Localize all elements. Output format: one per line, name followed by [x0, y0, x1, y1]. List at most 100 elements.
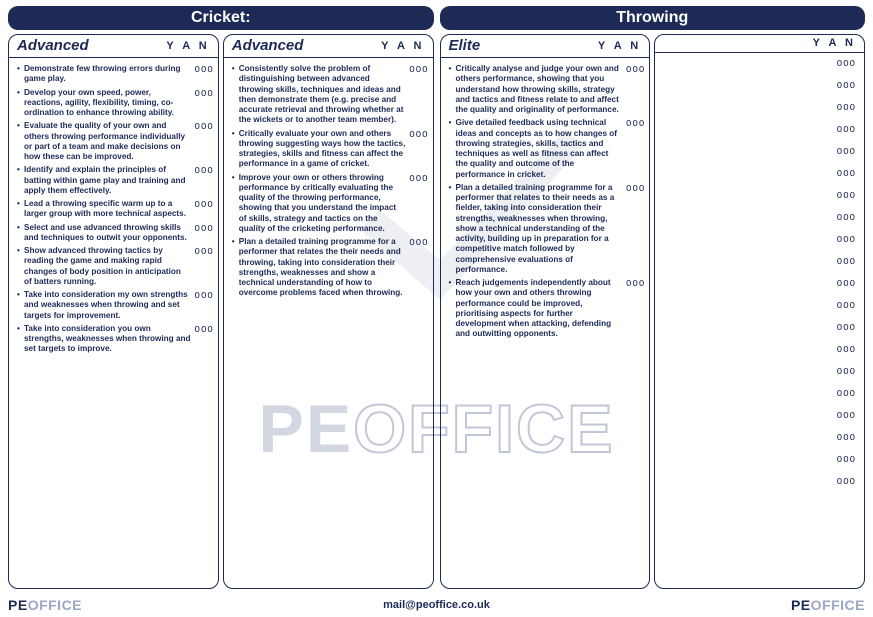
yan-checkboxes[interactable]: OOO	[837, 477, 856, 487]
criterion-text: Plan a detailed training programme for a…	[449, 183, 623, 275]
criterion-row: Develop your own speed, power, reactions…	[17, 88, 214, 119]
yan-checkboxes[interactable]: OOO	[837, 169, 856, 179]
yan-checkboxes[interactable]: OOO	[837, 81, 856, 91]
yan-checkboxes[interactable]: OOO	[195, 88, 214, 99]
yan-checkboxes[interactable]: OOO	[195, 121, 214, 132]
yan-checkboxes[interactable]: OOO	[195, 165, 214, 176]
yan-checkboxes[interactable]: OOO	[837, 323, 856, 333]
yan-checkboxes[interactable]: OOO	[626, 183, 645, 194]
yan-checkboxes[interactable]: OOO	[409, 129, 428, 140]
empty-criterion-row: OOO	[663, 125, 860, 135]
criterion-row: Reach judgements independently about how…	[449, 278, 646, 340]
yan-checkboxes[interactable]: OOO	[195, 290, 214, 301]
column-header: Elite Y A N	[441, 35, 650, 58]
yan-checkboxes[interactable]: OOO	[195, 199, 214, 210]
yan-checkboxes[interactable]: OOO	[837, 125, 856, 135]
footer-logo-left: PEOFFICE	[8, 597, 82, 613]
yan-checkboxes[interactable]: OOO	[837, 235, 856, 245]
yan-checkboxes[interactable]: OOO	[837, 433, 856, 443]
yan-checkboxes[interactable]: OOO	[409, 237, 428, 248]
criterion-row: Evaluate the quality of your own and oth…	[17, 121, 214, 162]
criterion-text: Critically analyse and judge your own an…	[449, 64, 623, 115]
empty-criterion-row: OOO	[663, 455, 860, 465]
column-body: Consistently solve the problem of distin…	[224, 58, 433, 588]
yan-checkboxes[interactable]: OOO	[837, 103, 856, 113]
criterion-row: Demonstrate few throwing errors during g…	[17, 64, 214, 85]
criterion-text: Evaluate the quality of your own and oth…	[17, 121, 191, 162]
yan-label: Y A N	[598, 40, 641, 52]
left-columns: Advanced Y A N Demonstrate few throwing …	[8, 34, 434, 589]
criterion-row: Select and use advanced throwing skills …	[17, 223, 214, 244]
column-header: Advanced Y A N	[9, 35, 218, 58]
criterion-text: Take into consideration you own strength…	[17, 324, 191, 355]
empty-criterion-row: OOO	[663, 433, 860, 443]
criterion-row: Take into consideration my own strengths…	[17, 290, 214, 321]
empty-criterion-row: OOO	[663, 191, 860, 201]
criterion-row: Plan a detailed training programme for a…	[449, 183, 646, 275]
yan-checkboxes[interactable]: OOO	[626, 64, 645, 75]
criterion-row: Critically evaluate your own and others …	[232, 129, 429, 170]
empty-criterion-row: OOO	[663, 345, 860, 355]
yan-label: Y A N	[166, 40, 209, 52]
yan-checkboxes[interactable]: OOO	[837, 147, 856, 157]
empty-criterion-row: OOO	[663, 323, 860, 333]
criterion-text: Select and use advanced throwing skills …	[17, 223, 191, 244]
column-2: Advanced Y A N Consistently solve the pr…	[223, 34, 434, 589]
yan-checkboxes[interactable]: OOO	[837, 389, 856, 399]
level-label: Elite	[449, 37, 481, 54]
yan-checkboxes[interactable]: OOO	[837, 455, 856, 465]
criterion-text: Show advanced throwing tactics by readin…	[17, 246, 191, 287]
right-half: Throwing Elite Y A N Critically analyse …	[440, 6, 866, 589]
column-body: Critically analyse and judge your own an…	[441, 58, 650, 588]
yan-checkboxes[interactable]: OOO	[626, 118, 645, 129]
right-title: Throwing	[440, 6, 866, 30]
yan-checkboxes[interactable]: OOO	[195, 223, 214, 234]
column-3: Elite Y A N Critically analyse and judge…	[440, 34, 651, 589]
yan-checkboxes[interactable]: OOO	[626, 278, 645, 289]
criterion-row: Consistently solve the problem of distin…	[232, 64, 429, 126]
level-label: Advanced	[17, 37, 89, 54]
criterion-text: Plan a detailed training programme for a…	[232, 237, 406, 299]
empty-criterion-row: OOO	[663, 477, 860, 487]
criterion-row: Give detailed feedback using technical i…	[449, 118, 646, 180]
footer: PEOFFICE mail@peoffice.co.uk PEOFFICE	[8, 597, 865, 613]
column-header: Advanced Y A N	[224, 35, 433, 58]
yan-checkboxes[interactable]: OOO	[837, 367, 856, 377]
criterion-text: Critically evaluate your own and others …	[232, 129, 406, 170]
yan-checkboxes[interactable]: OOO	[409, 64, 428, 75]
yan-checkboxes[interactable]: OOO	[837, 213, 856, 223]
yan-checkboxes[interactable]: OOO	[195, 64, 214, 75]
yan-checkboxes[interactable]: OOO	[837, 411, 856, 421]
column-header: Y A N	[655, 35, 864, 53]
column-4: Y A N OOO OOO OOO OOO OOO OOO OOO OOO OOO OOO OOO O…	[654, 34, 865, 589]
left-half: Cricket: Advanced Y A N Demonstrate few …	[8, 6, 434, 589]
content-grid: Cricket: Advanced Y A N Demonstrate few …	[8, 6, 865, 589]
criterion-text: Take into consideration my own strengths…	[17, 290, 191, 321]
criterion-row: Critically analyse and judge your own an…	[449, 64, 646, 115]
criterion-row: Lead a throwing specific warm up to a la…	[17, 199, 214, 220]
yan-checkboxes[interactable]: OOO	[837, 301, 856, 311]
empty-criterion-row: OOO	[663, 103, 860, 113]
yan-checkboxes[interactable]: OOO	[837, 59, 856, 69]
yan-checkboxes[interactable]: OOO	[837, 191, 856, 201]
yan-checkboxes[interactable]: OOO	[837, 345, 856, 355]
criterion-text: Develop your own speed, power, reactions…	[17, 88, 191, 119]
empty-criterion-row: OOO	[663, 301, 860, 311]
level-label: Advanced	[232, 37, 304, 54]
empty-criterion-row: OOO	[663, 235, 860, 245]
yan-checkboxes[interactable]: OOO	[837, 279, 856, 289]
yan-checkboxes[interactable]: OOO	[837, 257, 856, 267]
empty-criterion-row: OOO	[663, 411, 860, 421]
criterion-row: Show advanced throwing tactics by readin…	[17, 246, 214, 287]
empty-criterion-row: OOO	[663, 147, 860, 157]
footer-logo-right: PEOFFICE	[791, 597, 865, 613]
criterion-row: Identify and explain the principles of b…	[17, 165, 214, 196]
yan-checkboxes[interactable]: OOO	[195, 324, 214, 335]
criterion-text: Demonstrate few throwing errors during g…	[17, 64, 191, 85]
yan-checkboxes[interactable]: OOO	[195, 246, 214, 257]
yan-checkboxes[interactable]: OOO	[409, 173, 428, 184]
criterion-text: Consistently solve the problem of distin…	[232, 64, 406, 126]
empty-criterion-row: OOO	[663, 257, 860, 267]
criterion-text: Improve your own or others throwing perf…	[232, 173, 406, 235]
empty-criterion-row: OOO	[663, 169, 860, 179]
